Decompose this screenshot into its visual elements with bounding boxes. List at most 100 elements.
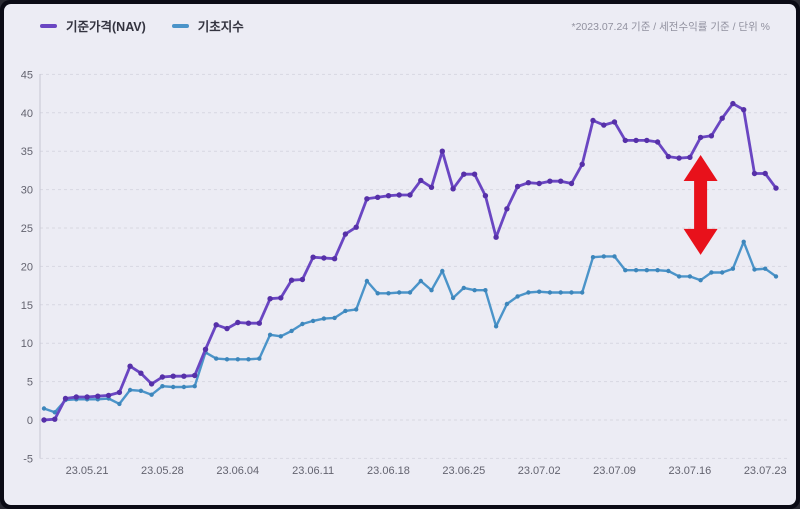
index-data-point: [644, 268, 649, 273]
x-tick-label: 23.07.02: [518, 465, 561, 477]
nav-data-point: [697, 134, 704, 141]
nav-data-point: [751, 170, 758, 177]
nav-data-point: [418, 177, 424, 184]
nav-data-point: [288, 277, 295, 283]
nav-data-point: [568, 180, 575, 187]
nav-data-point: [62, 395, 69, 402]
y-tick-label: 40: [21, 108, 33, 120]
legend-item-nav: 기준가격(NAV): [40, 16, 146, 35]
y-tick-label: 10: [21, 338, 33, 350]
nav-data-point: [461, 171, 467, 177]
nav-data-point: [514, 183, 521, 190]
index-data-point: [310, 318, 316, 324]
index-data-point: [418, 278, 423, 284]
index-data-point: [160, 384, 165, 389]
nav-data-point: [385, 193, 392, 199]
index-data-point: [397, 290, 402, 295]
x-tick-label: 23.07.09: [593, 465, 636, 477]
index-data-point: [590, 255, 596, 260]
nav-data-point: [299, 276, 306, 283]
nav-data-point: [622, 137, 628, 144]
index-data-point: [623, 268, 628, 273]
index-data-point: [407, 290, 413, 295]
index-data-point: [730, 266, 736, 271]
nav-data-point: [558, 178, 564, 184]
index-data-point: [580, 290, 585, 295]
index-data-point: [267, 332, 273, 337]
index-data-point: [676, 274, 682, 279]
index-data-point: [504, 301, 510, 307]
index-series-line: [42, 240, 778, 414]
nav-data-point: [741, 107, 747, 113]
nav-data-point: [450, 186, 456, 192]
nav-data-point: [245, 320, 252, 326]
index-data-point: [687, 274, 693, 279]
index-data-point: [709, 270, 714, 275]
index-data-point: [558, 290, 563, 295]
index-data-point: [300, 321, 305, 327]
index-data-point: [235, 357, 240, 362]
nav-data-point: [148, 381, 155, 387]
nav-data-point: [773, 185, 779, 191]
x-tick-label: 23.06.18: [367, 465, 410, 477]
nav-data-point: [708, 133, 715, 139]
index-data-point: [472, 288, 477, 293]
index-data-point: [224, 357, 230, 362]
nav-data-point: [654, 139, 661, 145]
index-data-point: [364, 278, 370, 284]
index-data-point: [214, 356, 219, 361]
index-data-point: [633, 268, 639, 273]
index-data-point: [612, 254, 617, 259]
nav-data-point: [676, 155, 682, 161]
nav-data-point: [321, 255, 327, 261]
nav-data-point: [687, 154, 693, 160]
y-tick-label: -5: [23, 453, 33, 465]
index-data-point: [655, 268, 660, 273]
index-data-point: [569, 290, 574, 295]
index-data-point: [698, 278, 703, 283]
nav-data-point: [267, 296, 273, 302]
nav-data-point: [105, 392, 112, 399]
index-data-point: [763, 266, 768, 271]
index-data-point: [483, 288, 488, 293]
index-series-label: 기초지수: [197, 20, 244, 34]
y-tick-label: 25: [21, 223, 33, 235]
index-data-point: [386, 291, 391, 296]
nav-data-point: [547, 178, 553, 184]
index-data-point: [149, 392, 154, 397]
nav-data-point: [84, 394, 90, 400]
nav-data-point: [138, 370, 144, 376]
nav-data-point: [116, 389, 123, 396]
nav-data-point: [52, 416, 58, 422]
nav-data-point: [364, 196, 370, 202]
y-tick-label: 0: [27, 415, 33, 427]
index-data-point: [289, 328, 294, 334]
y-tick-label: 45: [21, 69, 33, 81]
index-data-point: [181, 384, 187, 390]
nav-data-point: [504, 206, 510, 212]
index-data-point: [192, 384, 197, 389]
line-chart-canvas: 45 40 35 30 25 20 15 10 5 0 -5 23.05.21 23.05.28 23.0…: [21, 69, 790, 477]
index-data-point: [752, 267, 757, 272]
x-tick-label: 23.07.23: [744, 465, 787, 477]
nav-data-point: [202, 346, 209, 352]
index-data-point: [720, 270, 725, 275]
index-data-point: [537, 289, 542, 294]
index-series-swatch: [171, 23, 189, 28]
nav-data-point: [439, 148, 445, 154]
nav-data-point: [633, 137, 639, 144]
y-tick-label: 15: [21, 300, 33, 312]
index-data-point: [52, 410, 57, 415]
nav-data-point: [644, 137, 650, 144]
index-data-point: [257, 356, 262, 361]
index-data-point: [773, 274, 779, 279]
x-tick-label: 23.06.25: [442, 465, 485, 477]
chart-card: 기준가격(NAV) 기초지수 *2023.07.24 기준 / 세전수익률 기준…: [4, 4, 796, 505]
index-data-point: [601, 254, 606, 259]
index-data-point: [278, 334, 283, 339]
nav-data-point: [525, 180, 532, 186]
nav-data-point: [396, 192, 402, 198]
index-data-point: [246, 357, 251, 362]
nav-data-point: [41, 417, 47, 423]
